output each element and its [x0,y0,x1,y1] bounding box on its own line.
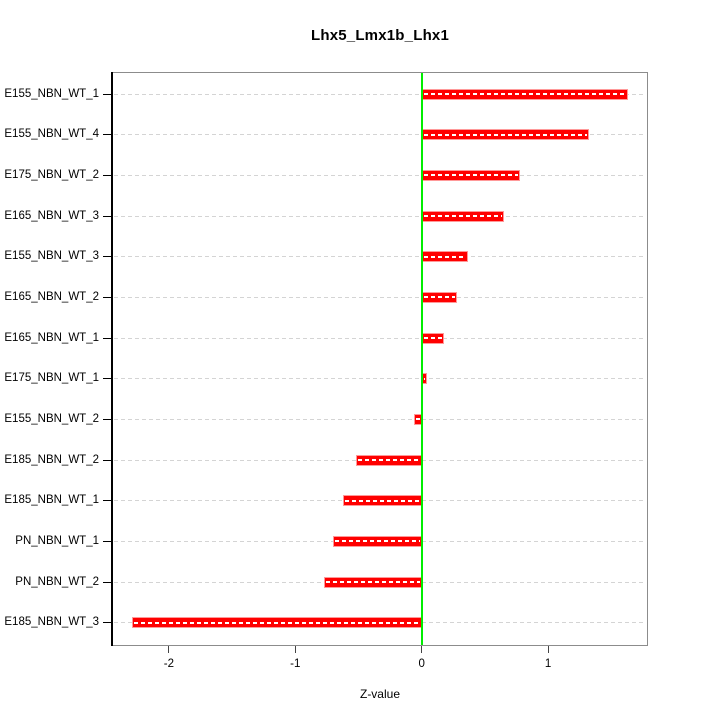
bar [421,332,445,344]
x-axis-tick-label: -2 [163,658,174,670]
y-axis-label: E185_NBN_WT_2 [4,453,99,466]
bar-inner-dash [326,581,420,584]
x-axis-tick [168,646,170,653]
bar [421,169,521,181]
y-axis-tick [103,134,112,136]
y-axis-label: PN_NBN_WT_2 [15,575,99,588]
y-axis-label: E165_NBN_WT_3 [4,209,99,222]
bar-inner-dash [134,621,420,624]
chart-title: Lhx5_Lmx1b_Lhx1 [310,27,450,44]
y-axis-label: E165_NBN_WT_2 [4,290,99,303]
grid-line [114,215,646,217]
bar-inner-dash [335,540,420,543]
bar-inner-dash [423,133,587,136]
bar [333,535,422,547]
x-axis-tick [294,646,296,653]
y-axis-label: E185_NBN_WT_1 [4,494,99,507]
bar [421,210,504,222]
y-axis-tick [103,581,112,583]
grid-line [114,296,646,298]
bar-inner-dash [423,215,502,217]
bar-inner-dash [423,337,443,339]
y-axis-tick [103,459,112,461]
bar [132,617,422,629]
y-axis-tick [103,93,112,95]
y-axis-tick [103,378,112,380]
grid-line [114,256,646,258]
bar [421,88,628,100]
bar-inner-dash [423,377,425,380]
plot-area-border [112,72,648,646]
grid-line [114,418,646,420]
y-axis-tick [103,174,112,176]
x-axis-title: Z-value [359,687,400,701]
grid-line [114,174,646,176]
y-axis-label: E175_NBN_WT_2 [4,168,99,181]
y-axis-tick [103,622,112,624]
bar-inner-dash [416,418,420,421]
bar-inner-dash [423,296,456,299]
bar [355,454,422,466]
y-axis-tick [103,418,112,420]
bar-inner-dash [423,93,626,95]
x-axis-tick-label: 0 [418,658,425,670]
x-axis-tick [547,646,549,653]
zero-reference-line [420,73,423,645]
y-axis-label: E155_NBN_WT_3 [4,250,99,263]
y-axis-tick [103,296,112,298]
grid-line [114,93,646,95]
bar-inner-dash [423,174,519,177]
y-axis-tick [103,337,112,339]
grid-line [114,337,646,339]
bar [421,291,458,303]
x-axis-tick [421,646,423,653]
bar [343,495,422,507]
y-axis-tick [103,215,112,217]
grid-line [114,378,646,380]
bar-inner-dash [345,499,420,502]
y-axis-line [111,72,113,646]
y-axis-label: E185_NBN_WT_3 [4,616,99,629]
bar [421,129,589,141]
bar [421,251,469,263]
y-axis-label: E155_NBN_WT_2 [4,412,99,425]
y-axis-label: E165_NBN_WT_1 [4,331,99,344]
x-axis-tick-label: -1 [290,658,301,670]
y-axis-tick [103,500,112,502]
y-axis-label: PN_NBN_WT_1 [15,534,99,547]
y-axis-label: E155_NBN_WT_4 [4,128,99,141]
y-axis-tick [103,540,112,542]
y-axis-label: E155_NBN_WT_1 [4,87,99,100]
bar [324,576,422,588]
x-axis-tick-label: 1 [544,658,552,670]
bar-inner-dash [357,459,420,462]
grid-line [114,134,646,136]
bar-inner-dash [423,255,467,258]
y-axis-label: E175_NBN_WT_1 [4,372,99,385]
y-axis-tick [103,256,112,258]
